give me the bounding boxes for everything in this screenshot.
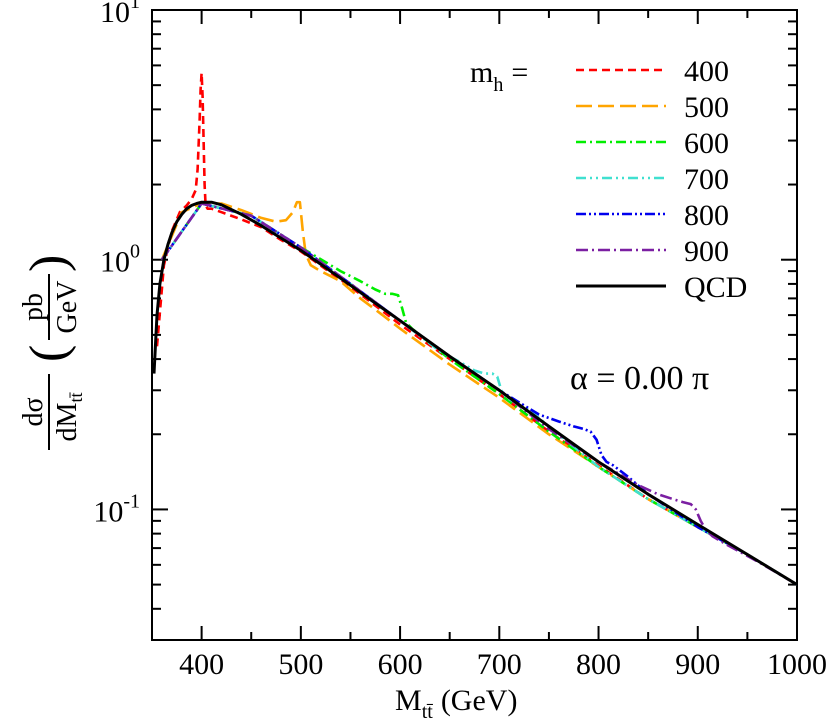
y-axis-label-num: dσ (18, 397, 49, 426)
x-axis-label-sub: tt̄ (422, 701, 434, 721)
x-tick-label: 400 (179, 648, 224, 681)
y-tick-label: 100 (100, 241, 140, 279)
y-axis-label-unit-num: pb (18, 293, 49, 321)
legend-label-600: 600 (684, 127, 729, 160)
x-axis-label-main: M (395, 684, 422, 717)
axis-ticks (151, 9, 798, 641)
series-line-qcd (152, 200, 797, 586)
x-tick-label: 900 (675, 648, 720, 681)
series-line-400 (155, 71, 797, 586)
y-axis-label-unit-den: GeV (52, 281, 83, 334)
legend-label-800: 800 (684, 199, 729, 232)
series-line-500 (160, 200, 797, 586)
y-axis-label-rparen: ) (20, 255, 77, 272)
y-tick-label: 10-1 (93, 490, 140, 528)
y-axis-label-den-main: dM (52, 402, 83, 441)
x-axis-label-unit: (GeV) (441, 684, 518, 717)
series-line-600 (160, 202, 797, 586)
legend-label-500: 500 (684, 91, 729, 124)
plot-frame (151, 9, 798, 641)
x-tick-label: 600 (378, 648, 423, 681)
legend-label-700: 700 (684, 163, 729, 196)
x-tick-label: 500 (278, 648, 323, 681)
legend-label-400: 400 (684, 55, 729, 88)
series-layer (152, 71, 797, 586)
y-axis-label-den: dMtt̄ (52, 392, 86, 441)
plot-border (151, 9, 798, 641)
legend-title: mh = (470, 56, 528, 96)
y-axis-label-lparen: ( (20, 345, 77, 362)
x-tick-label: 700 (477, 648, 522, 681)
legend-label-qcd: QCD (684, 271, 747, 304)
x-axis-label: Mtt̄ (GeV) (395, 684, 517, 721)
legend-label-900: 900 (684, 235, 729, 268)
y-axis-label-den-sub: tt̄ (66, 392, 86, 402)
alpha-annotation: α = 0.00 π (570, 360, 709, 397)
y-axis-label: dσ dMtt̄ ( pb GeV ) (18, 255, 86, 450)
x-tick-label: 1000 (767, 648, 827, 681)
x-tick-label: 800 (576, 648, 621, 681)
y-tick-label: 101 (100, 0, 140, 29)
